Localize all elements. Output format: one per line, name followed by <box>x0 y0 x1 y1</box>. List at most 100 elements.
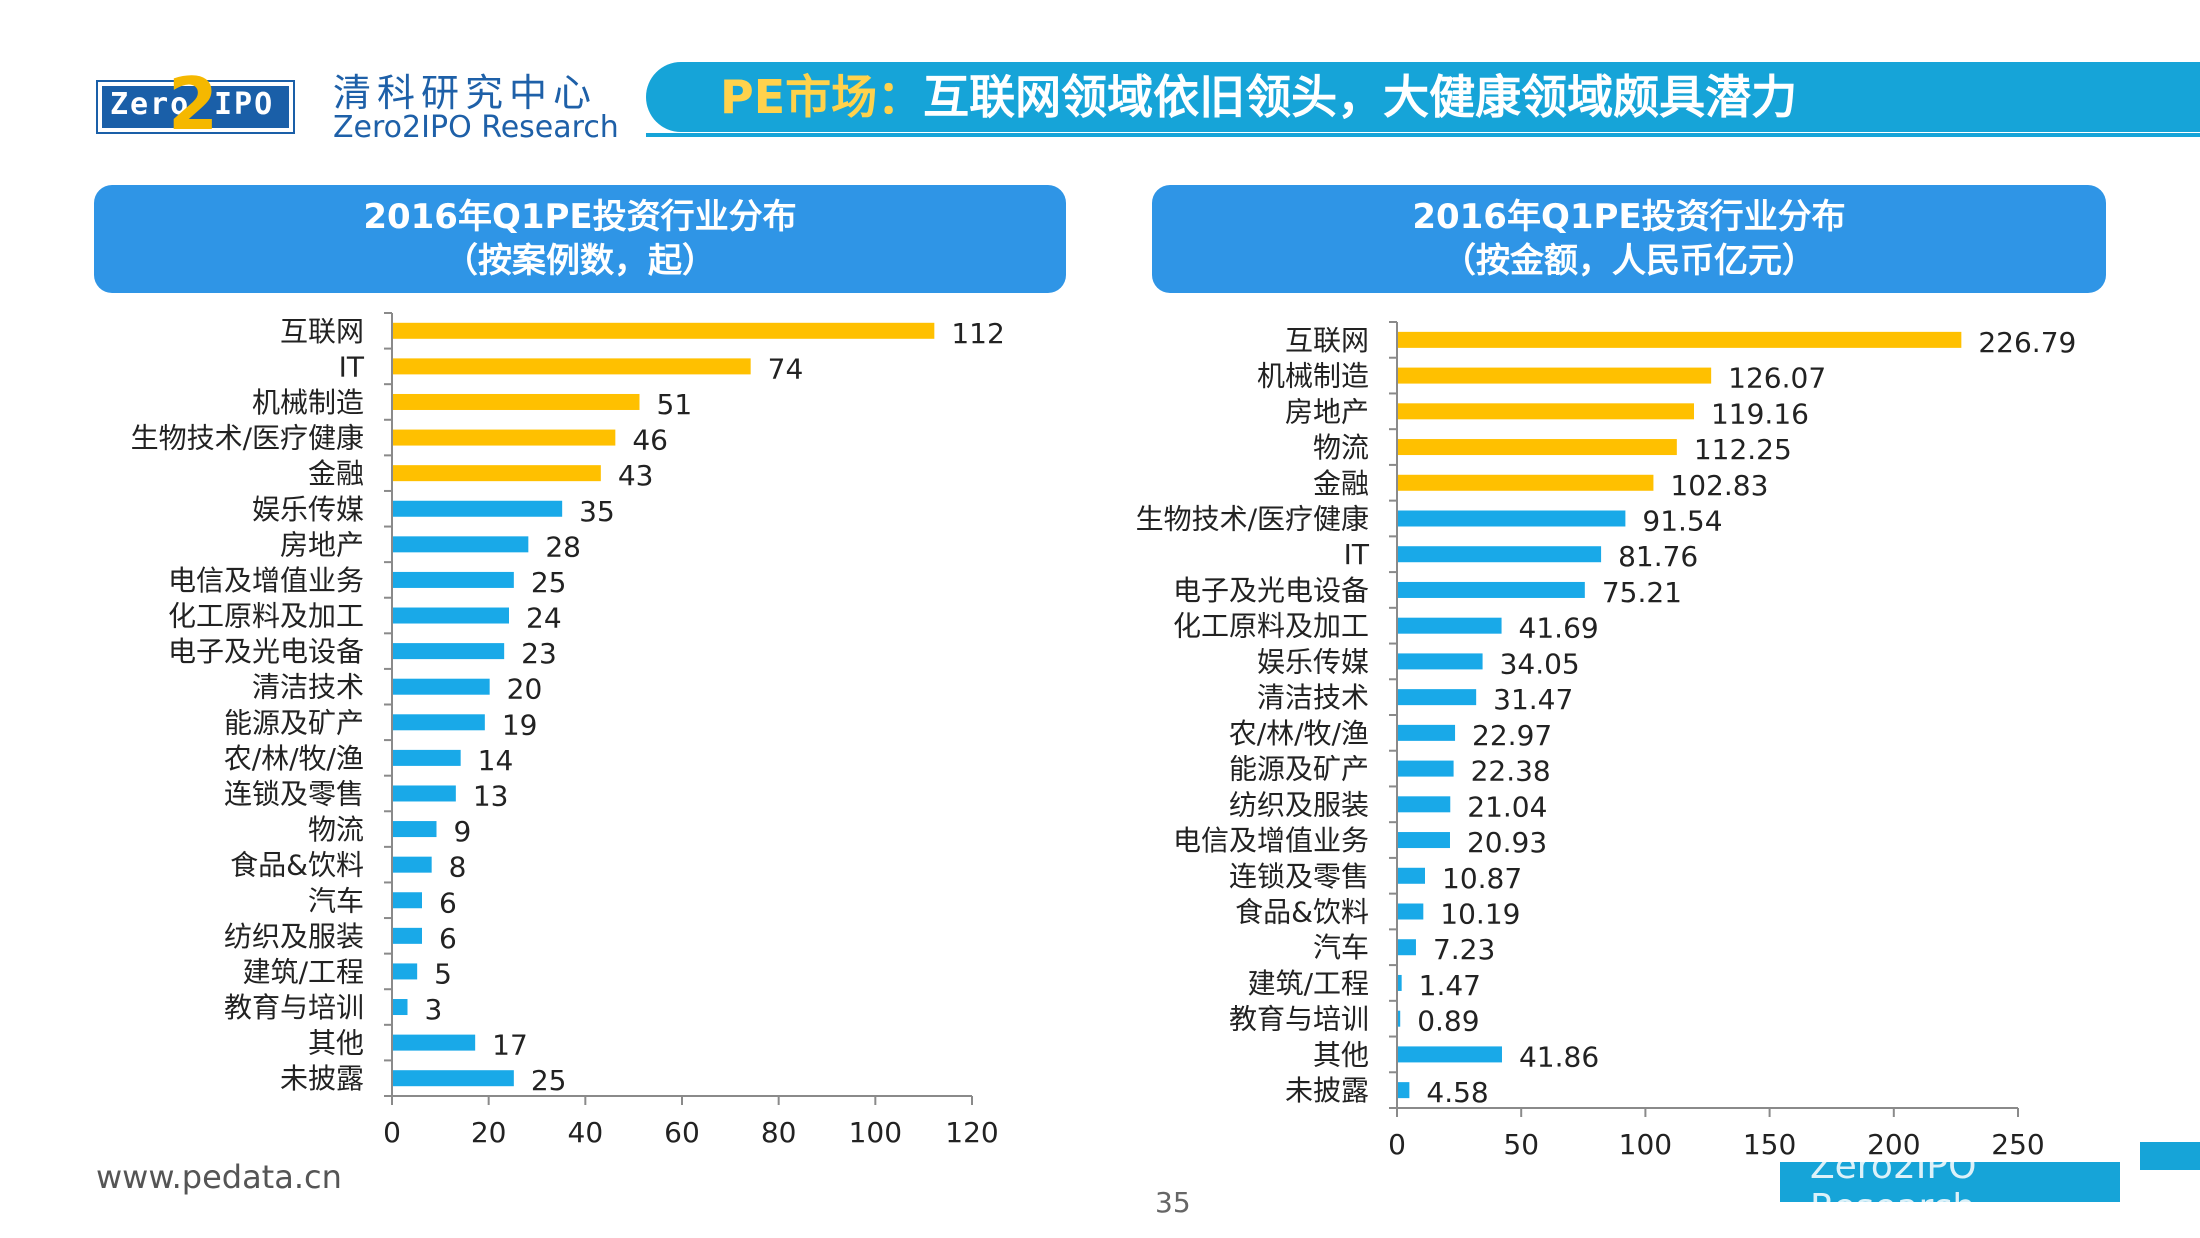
right-x-tick-label: 100 <box>1619 1128 1672 1161</box>
left-value-label: 24 <box>526 602 562 635</box>
right-category-label: 其他 <box>1313 1038 1369 1071</box>
left-bar <box>393 358 751 375</box>
left-category-label: 金融 <box>308 457 364 490</box>
left-value-label: 28 <box>545 530 581 563</box>
right-bar <box>1398 689 1477 706</box>
right-value-label: 22.38 <box>1471 755 1551 788</box>
left-bar <box>393 999 408 1016</box>
title-banner-underline <box>646 133 2200 137</box>
left-value-label: 13 <box>473 779 509 812</box>
left-category-label: 教育与培训 <box>224 991 364 1024</box>
left-category-label: 物流 <box>308 813 364 846</box>
right-category-label: 清洁技术 <box>1257 681 1369 714</box>
left-value-label: 35 <box>579 495 615 528</box>
left-category-label: 互联网 <box>280 315 364 348</box>
right-value-label: 91.54 <box>1642 505 1722 538</box>
left-category-label: 能源及矿产 <box>224 706 364 739</box>
right-category-label: 未披露 <box>1285 1074 1369 1107</box>
left-category-label: 食品&饮料 <box>230 849 364 882</box>
left-bar <box>393 785 456 802</box>
right-bar <box>1398 367 1712 384</box>
right-x-tick-label: 0 <box>1388 1128 1406 1161</box>
right-bar <box>1398 939 1416 956</box>
right-bar <box>1398 617 1502 634</box>
left-bar <box>393 536 529 553</box>
left-bar <box>393 714 485 731</box>
right-category-label: IT <box>1344 538 1370 571</box>
slide-title-rest: 互联网领域依旧领头，大健康领域颇具潜力 <box>923 70 1798 124</box>
right-value-label: 81.76 <box>1618 540 1698 573</box>
right-value-label: 21.04 <box>1467 790 1547 823</box>
right-bar <box>1398 439 1677 456</box>
right-bar <box>1398 474 1654 491</box>
left-bar <box>393 856 432 873</box>
left-value-label: 6 <box>439 922 457 955</box>
right-bar <box>1398 903 1424 920</box>
left-x-tick-label: 20 <box>471 1116 507 1149</box>
footer-watermark: Zero2IPO Research <box>1810 1162 1977 1202</box>
right-value-label: 34.05 <box>1500 647 1580 680</box>
left-value-label: 20 <box>507 673 543 706</box>
left-chart-header: 2016年Q1PE投资行业分布 （按案例数，起） <box>94 185 1066 293</box>
website-url: www.pedata.cn <box>96 1158 342 1196</box>
right-category-label: 物流 <box>1313 431 1369 464</box>
right-chart-title: 2016年Q1PE投资行业分布 <box>1412 197 1846 237</box>
right-category-label: 金融 <box>1313 467 1369 500</box>
left-category-label: 清洁技术 <box>252 671 364 704</box>
left-value-label: 19 <box>502 708 538 741</box>
left-value-label: 43 <box>618 459 654 492</box>
right-value-label: 10.19 <box>1440 898 1520 931</box>
right-value-label: 119.16 <box>1711 397 1809 430</box>
right-x-tick-label: 50 <box>1503 1128 1539 1161</box>
left-value-label: 112 <box>951 317 1004 350</box>
logo-zero-text: Zero <box>110 87 191 122</box>
right-category-label: 生物技术/医疗健康 <box>1136 503 1369 536</box>
right-value-label: 31.47 <box>1493 683 1573 716</box>
left-x-tick-label: 80 <box>761 1116 797 1149</box>
right-value-label: 7.23 <box>1433 933 1495 966</box>
right-category-label: 连锁及零售 <box>1229 860 1369 893</box>
right-value-label: 126.07 <box>1728 362 1826 395</box>
right-bar <box>1398 403 1694 420</box>
right-bar <box>1398 974 1402 991</box>
left-value-label: 17 <box>492 1029 528 1062</box>
left-value-label: 25 <box>531 566 567 599</box>
right-x-tick-label: 250 <box>1991 1128 2044 1161</box>
left-bar <box>393 892 422 909</box>
left-bar <box>393 571 514 588</box>
left-value-label: 6 <box>439 886 457 919</box>
left-x-tick-label: 0 <box>383 1116 401 1149</box>
right-bar <box>1398 331 1962 348</box>
left-category-label: 电信及增值业务 <box>168 564 364 597</box>
left-bar <box>393 678 490 695</box>
right-category-label: 电子及光电设备 <box>1173 574 1369 607</box>
right-bar <box>1398 867 1426 884</box>
right-category-label: 食品&饮料 <box>1235 896 1369 929</box>
logo-badge: Zero IPO <box>102 86 289 128</box>
left-bar <box>393 643 505 660</box>
left-category-label: 连锁及零售 <box>224 777 364 810</box>
page-number: 35 <box>1155 1186 1191 1219</box>
right-value-label: 4.58 <box>1426 1076 1488 1109</box>
logo-two-glyph: 2 <box>168 62 219 146</box>
left-bar <box>393 429 616 446</box>
left-bar <box>393 1034 476 1051</box>
right-category-label: 教育与培训 <box>1229 1003 1369 1036</box>
footer-bar: Zero2IPO Research <box>1780 1162 2120 1202</box>
left-category-label: 汽车 <box>308 884 364 917</box>
right-category-label: 化工原料及加工 <box>1173 610 1369 643</box>
left-value-label: 9 <box>454 815 472 848</box>
right-x-tick-label: 200 <box>1867 1128 1920 1161</box>
right-bar <box>1398 724 1456 741</box>
left-category-label: 电子及光电设备 <box>168 635 364 668</box>
left-category-label: IT <box>339 350 365 383</box>
left-x-tick-label: 60 <box>664 1116 700 1149</box>
right-bar <box>1398 1046 1502 1063</box>
left-category-label: 生物技术/医疗健康 <box>131 422 364 455</box>
slide-title-highlight: PE市场： <box>720 70 924 124</box>
left-x-tick-label: 120 <box>945 1116 998 1149</box>
right-value-label: 10.87 <box>1442 862 1522 895</box>
left-bar <box>393 607 509 624</box>
left-bar <box>393 821 437 838</box>
